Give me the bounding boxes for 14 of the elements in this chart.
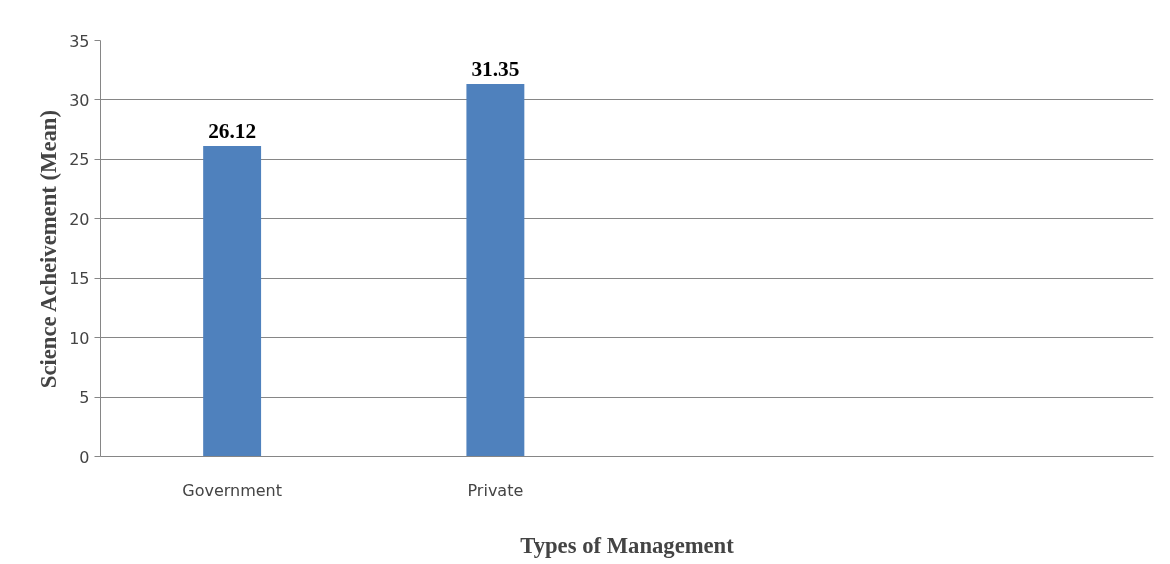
y-axis-title: Science Acheivement (Mean) <box>36 110 62 389</box>
y-tick-label: 35 <box>69 31 90 51</box>
x-tick-label: Private <box>467 480 524 500</box>
y-tick-label: 15 <box>69 269 90 289</box>
y-tick-label: 30 <box>69 90 90 110</box>
data-label: 26.12 <box>208 119 257 144</box>
data-label: 31.35 <box>471 56 520 81</box>
x-tick-label: Government <box>182 480 283 500</box>
y-tick-label: 25 <box>69 150 90 170</box>
y-tick-label: 5 <box>79 388 90 408</box>
y-tick-label: 0 <box>79 447 90 467</box>
y-tick-label: 20 <box>69 209 90 229</box>
y-tick-label: 10 <box>69 328 90 348</box>
x-axis-title: Types of Management <box>520 532 735 558</box>
